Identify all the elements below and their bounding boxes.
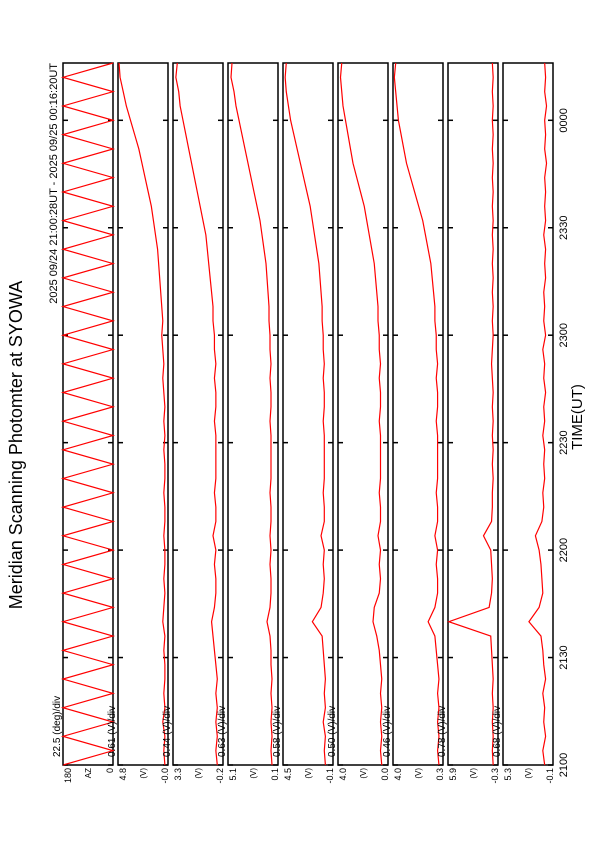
y-tick-label: 4.5 (283, 768, 293, 781)
signal-line (284, 62, 326, 766)
panel-frame (172, 62, 224, 766)
signal-line (528, 62, 548, 766)
panel-frame (392, 62, 444, 766)
chart-subtitle: 2025 09/24 21:00:28UT - 2025 09/25 00:16… (48, 63, 60, 304)
chart-title: Meridian Scanning Photomter at SYOWA (6, 281, 26, 609)
scale-label: 0.78 (V)/div (437, 706, 448, 757)
scale-label: 22.5 (deg)/div (52, 696, 63, 757)
scale-label: 0.44 (V)/div (162, 706, 173, 757)
scale-label: 0.68 (V)/div (492, 706, 503, 757)
scale-label: 0.46 (V)/div (382, 706, 393, 757)
y-tick-label: 4.8 (118, 768, 128, 781)
unit-label: (V) (304, 768, 313, 779)
panel-frame (447, 62, 499, 766)
y-tick-label: 5.9 (448, 768, 458, 781)
y-tick-label: 0.0 (380, 768, 390, 781)
rotated-plot: Meridian Scanning Photomter at SYOWA 202… (6, 62, 586, 784)
x-tick-label: 2200 (558, 538, 570, 562)
signal-line (446, 62, 494, 766)
y-tick-label: 3.3 (173, 768, 183, 781)
panel-frame (282, 62, 334, 766)
y-tick-label: -0.2 (215, 768, 225, 784)
panel-frame (117, 62, 169, 766)
signal-line (339, 62, 383, 766)
panel-frame (502, 62, 554, 766)
x-tick-label: 2100 (558, 753, 570, 777)
scale-label: 0.50 (V)/div (327, 706, 338, 757)
unit-label: (V) (414, 768, 423, 779)
signal-line (175, 62, 218, 766)
x-tick-label: 2230 (558, 430, 570, 454)
unit-label: (V) (194, 768, 203, 779)
y-tick-label: -0.3 (490, 768, 500, 784)
y-tick-label: 4.0 (393, 768, 403, 781)
y-tick-label: 0.1 (270, 768, 280, 781)
x-tick-label: 2330 (558, 216, 570, 240)
y-tick-label: 5.1 (228, 768, 238, 781)
panel-frame (227, 62, 279, 766)
unit-label: (V) (469, 768, 478, 779)
signal-line (393, 62, 440, 766)
scale-label: 0.58 (V)/div (272, 706, 283, 757)
y-tick-label: 4.0 (338, 768, 348, 781)
x-tick-label: 2130 (558, 645, 570, 669)
signal-line (118, 62, 166, 766)
signal-line (230, 62, 273, 766)
y-tick-label: -0.0 (160, 768, 170, 784)
unit-label: (V) (139, 768, 148, 779)
y-tick-label: 0.3 (435, 768, 445, 781)
y-tick-label: 180 (63, 768, 73, 783)
x-axis-label: TIME(UT) (569, 384, 586, 450)
unit-label: (V) (249, 768, 258, 779)
panel-frame (62, 62, 114, 766)
x-tick-label: 2300 (558, 323, 570, 347)
scale-label: 0.63 (V)/div (217, 706, 228, 757)
y-tick-label: -0.1 (325, 768, 335, 784)
unit-label: (V) (524, 768, 533, 779)
unit-label: AZ (84, 768, 93, 778)
y-tick-label: 0 (105, 768, 115, 773)
signal-line (60, 62, 116, 766)
scale-label: 0.61 (V)/div (107, 706, 118, 757)
y-tick-label: -0.1 (545, 768, 555, 784)
x-tick-label: 0000 (558, 108, 570, 132)
unit-label: (V) (359, 768, 368, 779)
panel-frame (337, 62, 389, 766)
y-tick-label: 5.3 (503, 768, 513, 781)
